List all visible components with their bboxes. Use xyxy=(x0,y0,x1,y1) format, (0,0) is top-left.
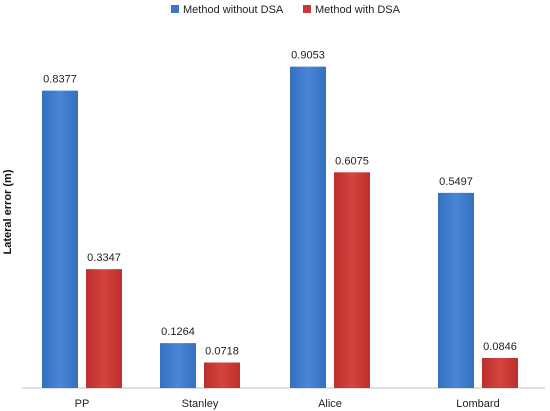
data-label-stanley-series-1: 0.0718 xyxy=(205,346,239,358)
x-tick-labels-group: PP Stanley Alice Lombard xyxy=(75,398,500,410)
bar-pp-series-0 xyxy=(42,90,78,388)
x-tick-label-pp: PP xyxy=(75,398,90,410)
legend-label-series-1: Method with DSA xyxy=(315,4,401,16)
bar-lombard-series-1 xyxy=(482,357,518,388)
data-label-pp-series-1: 0.3347 xyxy=(87,252,121,264)
x-tick-label-lombard: Lombard xyxy=(456,398,499,410)
x-tick-label-alice: Alice xyxy=(318,398,342,410)
bar-stanley-series-1 xyxy=(204,362,240,388)
legend-swatch-series-1 xyxy=(303,5,311,13)
bar-alice-series-0 xyxy=(290,66,326,388)
bar-pp-series-1 xyxy=(86,269,122,388)
data-label-lombard-series-0: 0.5497 xyxy=(439,176,473,188)
legend: Method without DSA Method with DSA xyxy=(171,4,401,16)
bars-group xyxy=(42,66,518,388)
bar-lombard-series-0 xyxy=(438,192,474,388)
data-label-pp-series-0: 0.8377 xyxy=(43,74,77,86)
data-label-alice-series-0: 0.9053 xyxy=(291,50,325,62)
legend-swatch-series-0 xyxy=(171,5,179,13)
data-labels-group: 0.8377 0.3347 0.1264 0.0718 0.9053 0.6075 0.54… xyxy=(43,50,517,358)
data-label-lombard-series-1: 0.0846 xyxy=(483,341,517,353)
y-axis-label: Lateral error (m) xyxy=(2,169,14,254)
data-label-stanley-series-0: 0.1264 xyxy=(161,326,195,338)
bar-stanley-series-0 xyxy=(160,343,196,388)
legend-label-series-0: Method without DSA xyxy=(183,4,284,16)
x-tick-label-stanley: Stanley xyxy=(182,398,219,410)
data-label-alice-series-1: 0.6075 xyxy=(335,155,369,167)
bar-alice-series-1 xyxy=(334,172,370,388)
